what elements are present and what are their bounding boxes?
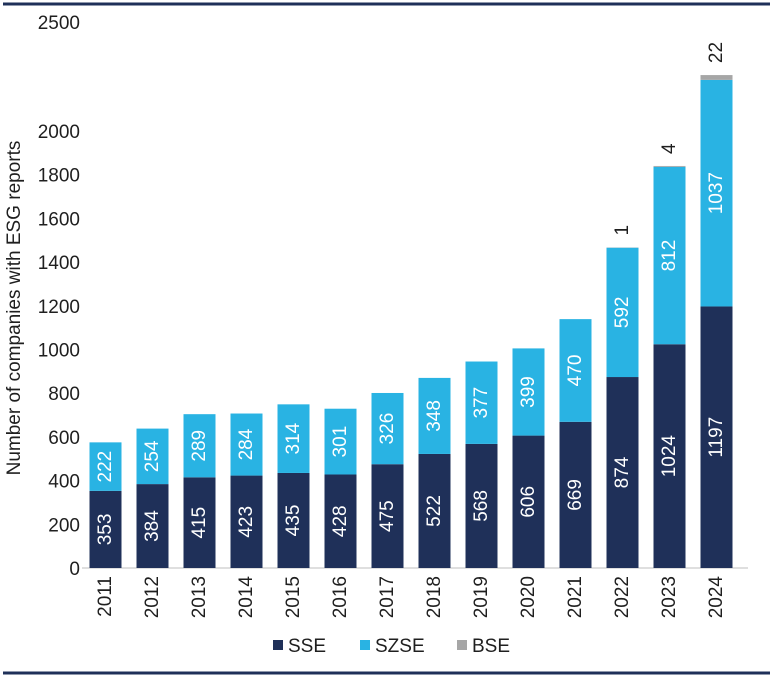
data-label-szse: 399 (518, 376, 539, 408)
y-tick-label: 1000 (38, 341, 80, 362)
bar-szse (418, 377, 451, 454)
y-tick-label: 1400 (38, 253, 80, 274)
data-label-sse: 606 (518, 486, 539, 518)
data-label-szse: 592 (612, 297, 633, 329)
data-label-bse: 4 (659, 143, 680, 154)
bar-szse (700, 79, 733, 307)
y-tick-label: 800 (48, 384, 80, 405)
bar-sse (136, 484, 169, 568)
bar-sse (653, 344, 686, 568)
bar-sse (606, 377, 639, 568)
x-tick-label: 2014 (236, 576, 257, 619)
legend-label-bse: BSE (472, 636, 510, 657)
data-label-bse: 22 (706, 42, 727, 63)
y-tick-label: 1800 (38, 166, 80, 187)
data-label-sse: 522 (424, 495, 445, 527)
data-label-sse: 384 (142, 510, 163, 542)
x-tick-label: 2013 (189, 576, 210, 618)
y-tick-label: 600 (48, 428, 80, 449)
data-label-sse: 353 (95, 514, 116, 546)
bar-szse (230, 413, 263, 476)
bar-szse (606, 247, 639, 378)
x-tick-label: 2016 (330, 576, 351, 618)
data-label-sse: 1024 (659, 435, 680, 478)
x-tick-label: 2017 (377, 576, 398, 618)
bar-sse (700, 306, 733, 568)
bar-szse (136, 428, 169, 485)
bar-szse (512, 348, 545, 436)
bar-szse (277, 404, 310, 473)
bar-szse (183, 414, 216, 478)
data-label-sse: 475 (377, 500, 398, 532)
bar-sse (89, 490, 122, 568)
data-label-szse: 301 (330, 426, 351, 458)
bar-sse (277, 472, 310, 568)
data-label-sse: 568 (471, 490, 492, 522)
legend-label-sse: SSE (288, 636, 326, 657)
x-tick-label: 2020 (518, 576, 539, 618)
x-tick-label: 2012 (142, 576, 163, 618)
y-tick-label: 400 (48, 472, 80, 493)
bar-szse (324, 408, 357, 475)
bar-bse (700, 75, 733, 80)
legend-swatch-bse (457, 640, 467, 650)
data-label-szse: 377 (471, 387, 492, 419)
data-label-szse: 289 (189, 430, 210, 462)
data-label-sse: 423 (236, 506, 257, 538)
bar-szse (465, 361, 498, 444)
data-label-bse: 1 (612, 225, 633, 236)
x-tick-label: 2011 (95, 576, 116, 617)
data-label-szse: 812 (659, 240, 680, 272)
data-label-szse: 314 (283, 422, 304, 454)
legend-swatch-szse (360, 640, 370, 650)
y-tick-label: 0 (69, 559, 80, 580)
data-label-sse: 669 (565, 479, 586, 511)
data-label-szse: 222 (95, 451, 116, 483)
y-axis-title: Number of companies with ESG reports (4, 141, 25, 476)
bar-sse (418, 453, 451, 568)
data-label-szse: 284 (236, 428, 257, 460)
x-tick-label: 2018 (424, 576, 445, 618)
x-tick-label: 2015 (283, 576, 304, 618)
bar-sse (465, 443, 498, 568)
data-label-sse: 874 (612, 456, 633, 488)
data-label-szse: 254 (142, 440, 163, 472)
data-label-szse: 470 (565, 355, 586, 387)
bar-sse (512, 435, 545, 568)
x-tick-label: 2021 (565, 576, 586, 618)
y-tick-label: 200 (48, 515, 80, 536)
legend-label-szse: SZSE (375, 636, 425, 657)
bar-szse (653, 166, 686, 345)
bar-sse (324, 474, 357, 568)
y-tick-label: 2500 (38, 13, 80, 34)
bar-sse (183, 477, 216, 568)
legend-swatch-sse (273, 640, 283, 650)
data-label-sse: 435 (283, 505, 304, 537)
x-tick-label: 2024 (706, 576, 727, 619)
data-label-szse: 1037 (706, 172, 727, 214)
x-tick-label: 2022 (612, 576, 633, 618)
data-label-sse: 428 (330, 505, 351, 537)
bar-szse (559, 319, 592, 422)
bar-szse (89, 442, 122, 491)
x-tick-label: 2023 (659, 576, 680, 618)
bar-sse (559, 421, 592, 568)
x-tick-label: 2019 (471, 576, 492, 618)
y-tick-label: 1600 (38, 209, 80, 230)
data-label-sse: 415 (189, 507, 210, 539)
bar-sse (230, 475, 263, 568)
bar-bse (653, 165, 686, 167)
data-label-szse: 326 (377, 413, 398, 445)
data-label-sse: 1197 (706, 417, 727, 458)
y-tick-label: 2000 (38, 122, 80, 143)
bar-sse (371, 464, 404, 568)
data-label-szse: 348 (424, 400, 445, 432)
bar-szse (371, 392, 404, 465)
y-tick-label: 1200 (38, 297, 80, 318)
